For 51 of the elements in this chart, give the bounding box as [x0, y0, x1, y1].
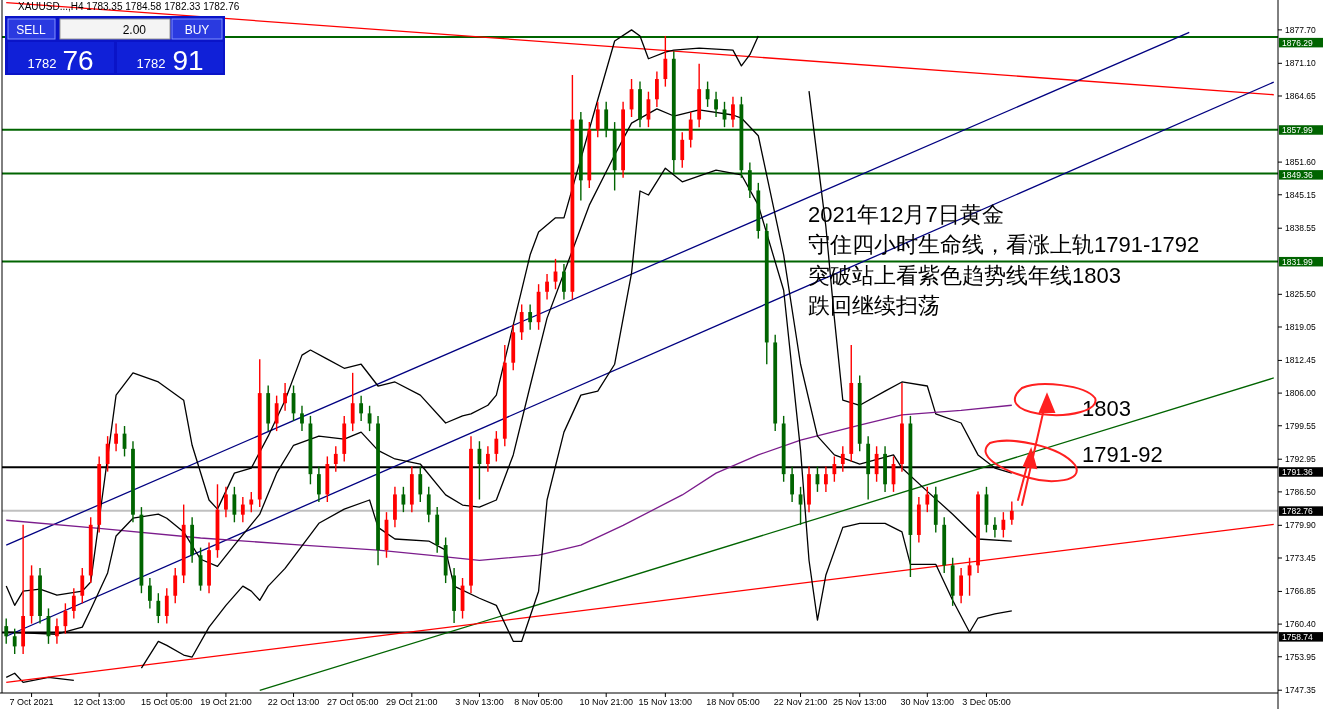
annotation: 2.00: [122, 23, 146, 37]
xtick-label: 25 Nov 13:00: [832, 697, 887, 707]
xtick-label: 29 Oct 21:00: [386, 697, 438, 707]
ytick-label: 1779.90: [1285, 520, 1316, 531]
ytick-label: 1753.95: [1285, 651, 1316, 662]
ref-line-label: 1857.99: [1282, 124, 1313, 135]
annotation: 1803: [1082, 396, 1131, 421]
ytick-label: 1845.15: [1285, 189, 1316, 200]
ytick-label: 1792.95: [1285, 454, 1316, 465]
xtick-label: 8 Nov 05:00: [514, 697, 563, 707]
ref-line-label: 1831.99: [1282, 256, 1313, 267]
ytick-label: 1799.55: [1285, 420, 1316, 431]
annotation: 91: [172, 45, 204, 76]
xtick-label: 22 Nov 21:00: [773, 697, 828, 707]
xtick-label: 12 Oct 13:00: [73, 697, 125, 707]
ytick-label: 1786.50: [1285, 486, 1316, 497]
xtick-label: 15 Nov 13:00: [638, 697, 693, 707]
xtick-label: 19 Oct 21:00: [200, 697, 252, 707]
ytick-label: 1773.45: [1285, 553, 1316, 563]
annotation: 1782: [136, 56, 166, 71]
annotation: 1782: [27, 56, 57, 71]
ref-line-label: 1782.76: [1282, 506, 1313, 517]
xtick-label: 3 Nov 13:00: [455, 697, 504, 707]
ref-line-label: 1758.74: [1282, 631, 1313, 642]
ref-line-label: 1876.29: [1282, 37, 1313, 48]
ytick-label: 1838.55: [1285, 223, 1316, 234]
ytick-label: 1877.70: [1285, 24, 1316, 35]
ytick-label: 1806.00: [1285, 388, 1316, 399]
ytick-label: 1819.05: [1285, 322, 1316, 332]
xtick-label: 27 Oct 05:00: [326, 697, 379, 707]
annotation: 1791-92: [1082, 442, 1163, 467]
xtick-label: 3 Dec 05:00: [962, 697, 1011, 707]
ytick-label: 1766.85: [1285, 586, 1316, 597]
xtick-label: 30 Nov 13:00: [900, 697, 955, 707]
annotation: BUY: [184, 23, 210, 37]
ytick-label: 1851.60: [1285, 157, 1316, 168]
ytick-label: 1747.35: [1285, 685, 1316, 696]
annotation: SELL: [16, 23, 46, 37]
xtick-label: 7 Oct 2021: [9, 697, 54, 707]
ytick-label: 1825.50: [1285, 289, 1316, 300]
ytick-label: 1760.40: [1285, 619, 1316, 630]
ref-line-label: 1849.36: [1282, 169, 1313, 180]
ytick-label: 1812.45: [1285, 355, 1316, 366]
xtick-label: 22 Oct 13:00: [267, 697, 320, 707]
xtick-label: 18 Nov 05:00: [706, 697, 760, 707]
ytick-label: 1871.10: [1285, 58, 1316, 69]
ytick-label: 1864.65: [1285, 91, 1316, 101]
xtick-label: 10 Nov 21:00: [579, 697, 633, 707]
annotation: 76: [62, 45, 94, 76]
ref-line-label: 1791.36: [1282, 466, 1313, 477]
xtick-label: 15 Oct 05:00: [141, 697, 193, 707]
